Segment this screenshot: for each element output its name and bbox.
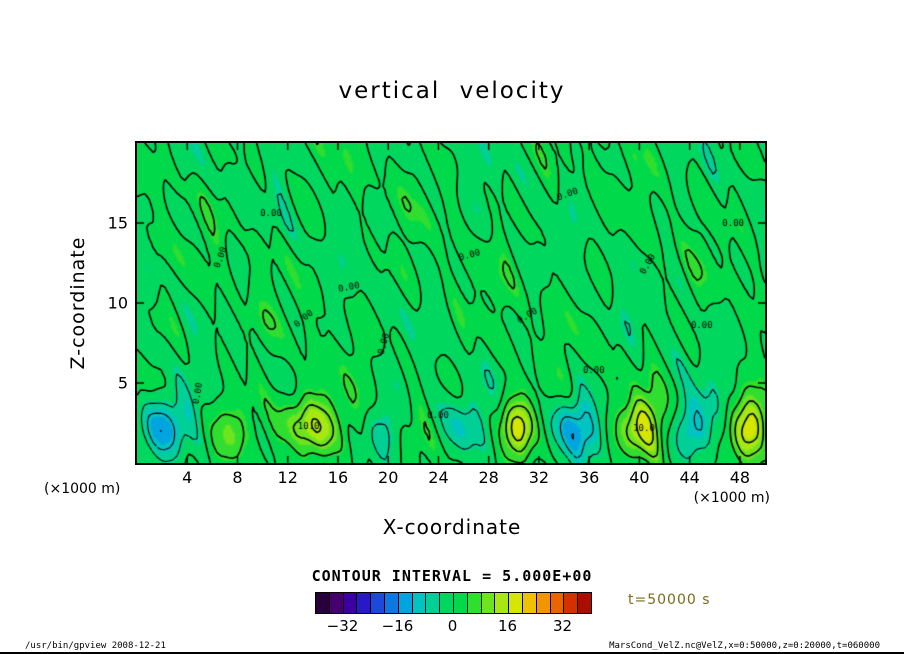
y-tick-label: 10	[107, 293, 128, 313]
colorbar-tick-label: −32	[326, 617, 359, 635]
x-tick-label: 28	[478, 468, 499, 487]
contour-plot-canvas	[137, 143, 765, 463]
colorbar-cell	[371, 593, 385, 613]
x-tick-label: 12	[277, 468, 298, 487]
colorbar-cell	[453, 593, 468, 613]
colorbar-cell	[440, 593, 454, 613]
plot-area	[135, 141, 767, 465]
colorbar-cell	[316, 593, 330, 613]
contour-interval-label: CONTOUR INTERVAL = 5.000E+00	[311, 567, 593, 585]
y-tick-label: 15	[107, 213, 128, 233]
colorbar-cell	[398, 593, 413, 613]
time-annotation: t=50000 s	[628, 592, 711, 608]
colorbar-cell	[578, 593, 591, 613]
x-tick-label: 32	[528, 468, 550, 487]
colorbar-tick-label: 16	[497, 617, 518, 635]
bottom-divider	[0, 652, 904, 654]
colorbar-cell	[426, 593, 441, 613]
colorbar-cell	[495, 593, 510, 613]
colorbar-cell	[412, 593, 427, 613]
colorbar-cell	[343, 593, 358, 613]
footer-dataset: MarsCond_VelZ.nc@VelZ,x=0:50000,z=0:2000…	[609, 641, 880, 651]
y-axis-unit: (×1000 m)	[44, 481, 121, 497]
x-axis-unit: (×1000 m)	[693, 490, 770, 506]
x-tick-label: 8	[232, 468, 243, 487]
colorbar-cell	[357, 593, 372, 613]
plot-title: vertical velocity	[338, 78, 566, 104]
colorbar-cell	[550, 593, 565, 613]
x-tick-label: 20	[378, 468, 399, 487]
footer-command: /usr/bin/gpview 2008-12-21	[25, 641, 166, 651]
x-tick-label: 24	[428, 468, 449, 487]
colorbar-cell	[509, 593, 523, 613]
colorbar-cell	[384, 593, 399, 613]
x-tick-label: 40	[629, 468, 650, 487]
y-axis-title: Z-coordinate	[67, 236, 89, 370]
colorbar-tick-label: −16	[381, 617, 414, 635]
x-tick-label: 4	[182, 468, 193, 487]
x-tick-label: 36	[578, 468, 600, 487]
colorbar-cell	[329, 593, 344, 613]
x-tick-label: 44	[679, 468, 700, 487]
colorbar-tick-label: 0	[447, 617, 458, 635]
colorbar-cell	[522, 593, 537, 613]
colorbar-tick-label: 32	[552, 617, 573, 635]
colorbar-cell	[536, 593, 551, 613]
x-tick-label: 16	[327, 468, 349, 487]
y-tick-label: 5	[117, 373, 128, 393]
colorbar	[315, 592, 592, 614]
x-axis-title: X-coordinate	[382, 515, 522, 539]
colorbar-cell	[467, 593, 482, 613]
colorbar-cell	[481, 593, 496, 613]
x-tick-label: 48	[729, 468, 751, 487]
colorbar-cell	[564, 593, 579, 613]
